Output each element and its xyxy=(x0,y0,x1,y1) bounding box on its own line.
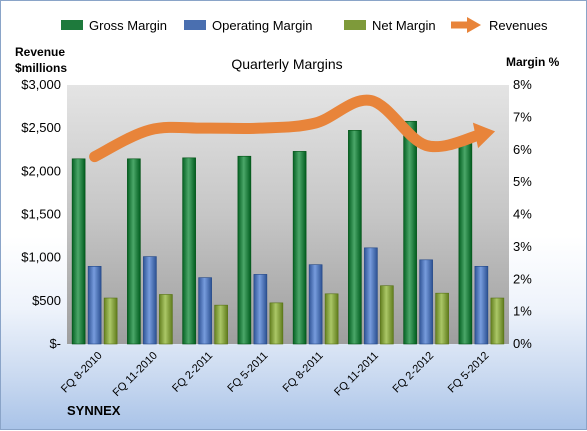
right-tick-label: 1% xyxy=(513,304,532,319)
legend-swatch-net-margin xyxy=(344,20,366,30)
bar-net-margin xyxy=(324,293,339,345)
right-tick-label: 5% xyxy=(513,174,532,189)
legend-arrow-icon xyxy=(467,17,481,33)
legend-swatch-gross-margin xyxy=(61,20,83,30)
category-label: FQ 8-2010 xyxy=(59,350,105,396)
bar-gross-margin xyxy=(458,140,473,345)
right-tick-label: 3% xyxy=(513,239,532,254)
bar-net-margin xyxy=(490,297,505,345)
revenue-line-arrowhead xyxy=(472,122,496,149)
bar-net-margin xyxy=(435,292,449,345)
bar-operating-margin xyxy=(308,264,323,345)
bar-operating-margin xyxy=(474,265,489,345)
legend-label: Gross Margin xyxy=(89,18,167,33)
left-axis-title-line1: Revenue xyxy=(15,45,65,59)
bar-operating-margin xyxy=(364,247,378,345)
bar-operating-margin xyxy=(143,256,157,345)
legend-label: Revenues xyxy=(489,18,548,33)
bar-net-margin xyxy=(159,294,173,345)
left-tick-label: $3,000 xyxy=(21,77,61,92)
category-label: FQ 5-2012 xyxy=(446,350,492,396)
bar-operating-margin xyxy=(87,265,102,345)
left-tick-label: $1,000 xyxy=(21,250,61,265)
category-label: FQ 5-2011 xyxy=(225,350,270,395)
right-axis-ticks: 0% 1% 2% 3% 4% 5% 6% 7% 8% xyxy=(513,77,532,351)
legend: Gross Margin Operating Margin Net Margin Re… xyxy=(61,17,548,33)
category-label: FQ 11-2010 xyxy=(111,350,160,399)
left-tick-label: $2,500 xyxy=(21,120,61,135)
bar-gross-margin xyxy=(292,151,307,345)
revenue-line xyxy=(89,94,487,163)
right-tick-label: 8% xyxy=(513,77,532,92)
category-label: FQ 2-2011 xyxy=(170,350,215,395)
legend-label: Operating Margin xyxy=(212,18,312,33)
category-label: FQ 2-2012 xyxy=(391,350,437,396)
bar-operating-margin xyxy=(198,277,212,345)
category-label: FQ 11-2011 xyxy=(332,350,381,399)
legend-label: Net Margin xyxy=(372,18,436,33)
right-tick-label: 6% xyxy=(513,142,532,157)
category-labels: FQ 8-2010 FQ 11-2010 FQ 2-2011 FQ 5-2011 FQ … xyxy=(59,350,491,399)
bar-gross-margin xyxy=(348,130,362,345)
category-label: FQ 8-2011 xyxy=(281,350,326,395)
bar-net-margin xyxy=(269,302,284,345)
left-tick-label: $1,500 xyxy=(21,207,61,222)
right-tick-label: 2% xyxy=(513,271,532,286)
bar-operating-margin xyxy=(253,274,268,345)
right-tick-label: 4% xyxy=(513,207,532,222)
left-tick-label: $- xyxy=(49,336,61,351)
bar-net-margin xyxy=(103,297,118,345)
brand-label: SYNNEX xyxy=(67,403,121,418)
left-axis-title-line2: $millions xyxy=(15,61,67,75)
legend-swatch-operating-margin xyxy=(184,20,206,30)
right-axis-title: Margin % xyxy=(506,55,560,69)
left-tick-label: $2,000 xyxy=(21,163,61,178)
left-tick-label: $500 xyxy=(32,293,61,308)
bar-net-margin xyxy=(214,304,228,345)
bars-group xyxy=(71,120,505,345)
chart-title: Quarterly Margins xyxy=(231,56,342,72)
bar-gross-margin xyxy=(127,158,141,345)
right-tick-label: 0% xyxy=(513,336,532,351)
bar-gross-margin xyxy=(237,155,252,345)
left-axis-ticks: $- $500 $1,000 $1,500 $2,000 $2,500 $3,000 xyxy=(21,77,61,351)
bar-gross-margin xyxy=(71,158,86,345)
bar-net-margin xyxy=(380,285,394,345)
revenue-line-group xyxy=(89,94,496,163)
bar-operating-margin xyxy=(419,259,433,345)
bar-gross-margin xyxy=(182,157,196,345)
bar-gross-margin xyxy=(403,120,417,345)
right-tick-label: 7% xyxy=(513,109,532,124)
